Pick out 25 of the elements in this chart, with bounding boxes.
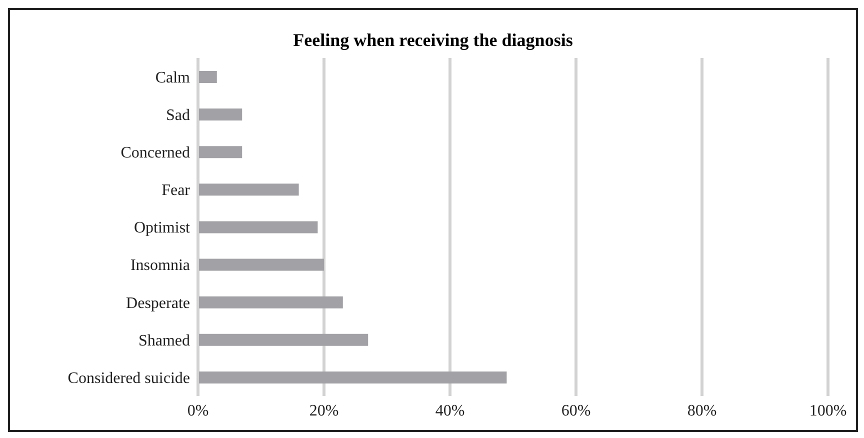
x-tick-label: 40% <box>435 402 465 420</box>
y-tick-label: Fear <box>162 182 191 200</box>
bar <box>198 108 242 121</box>
bar <box>198 371 507 384</box>
y-tick-label: Concerned <box>120 144 190 162</box>
x-tick-label: 20% <box>309 402 339 420</box>
bar <box>198 146 242 158</box>
bar <box>198 71 217 83</box>
bar <box>198 184 299 196</box>
y-tick-label: Considered suicide <box>68 370 190 387</box>
x-tick-label: 60% <box>561 402 591 420</box>
y-tick-label: Shamed <box>138 332 190 350</box>
x-tick-label: 100% <box>809 402 847 420</box>
bar <box>198 258 324 271</box>
y-tick-label: Sad <box>166 107 190 124</box>
x-tick-label: 0% <box>187 402 209 420</box>
chart-title: Feeling when receiving the diagnosis <box>292 30 574 52</box>
bar <box>198 221 318 234</box>
y-tick-label: Desperate <box>126 294 190 312</box>
bar <box>198 296 343 308</box>
y-tick-label: Calm <box>155 69 191 86</box>
bar <box>198 334 368 346</box>
y-tick-label: Optimist <box>134 220 191 237</box>
y-tick-label: Insomnia <box>130 257 190 274</box>
x-tick-label: 80% <box>687 402 717 420</box>
